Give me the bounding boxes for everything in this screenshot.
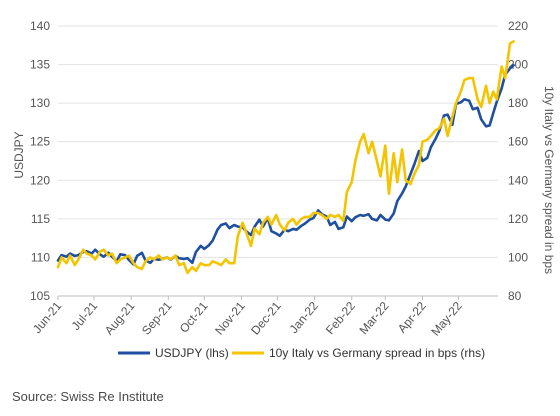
source-note: Source: Swiss Re Institute [12, 389, 164, 404]
x-tick-label: Aug-21 [102, 299, 138, 338]
y-tick-label-right: 160 [508, 135, 528, 149]
y-tick-label-left: 110 [31, 250, 50, 264]
y-tick-label-left: 135 [30, 58, 50, 72]
y-tick-label-left: 105 [30, 289, 50, 303]
y-tick-label-left: 130 [30, 96, 50, 110]
x-tick-label: Apr-22 [395, 299, 429, 336]
y-tick-label-right: 180 [508, 96, 528, 110]
legend: USDJPY (lhs) 10y Italy vs Germany spread… [118, 346, 485, 360]
legend-label-usdjpy: USDJPY (lhs) [155, 346, 229, 360]
x-tick-label: Oct-21 [177, 299, 211, 336]
y-tick-label-right: 220 [508, 19, 528, 33]
x-tick-label: Jun-21 [30, 299, 65, 336]
x-tick-label: Dec-21 [248, 299, 284, 338]
x-tick-label: Jan-22 [287, 299, 322, 336]
y-tick-label-right: 120 [508, 212, 528, 226]
x-tick-label: Feb-22 [323, 299, 358, 337]
y-tick-label-right: 80 [508, 289, 522, 303]
y-tick-label-right: 140 [508, 173, 528, 187]
x-tick-label: Nov-21 [212, 299, 248, 338]
y-tick-label-right: 100 [508, 250, 528, 264]
series-line-usdjpy [56, 64, 515, 266]
series-lines [56, 40, 515, 275]
series-line-spread [56, 40, 515, 275]
y-axis-title-left: USDJPY [12, 131, 26, 178]
x-tick-label: Sep-21 [139, 299, 175, 338]
y-tick-label-left: 115 [31, 212, 50, 226]
x-tick-label: May-22 [428, 299, 465, 339]
x-tick-label: Jul-21 [69, 299, 101, 333]
y-axis-title-right: 10y Italy vs Germany spread in bps [542, 86, 556, 274]
axes: 105 80 110 100 115 120 120 140 125 160 130 180 135 20… [30, 19, 528, 339]
y-tick-label-left: 125 [30, 135, 50, 149]
y-tick-label-left: 120 [30, 173, 50, 187]
y-tick-label-right: 200 [508, 58, 528, 72]
x-tick-label: Mar-22 [356, 299, 391, 337]
y-tick-label-left: 140 [30, 19, 50, 33]
legend-label-spread: 10y Italy vs Germany spread in bps (rhs) [269, 346, 485, 360]
